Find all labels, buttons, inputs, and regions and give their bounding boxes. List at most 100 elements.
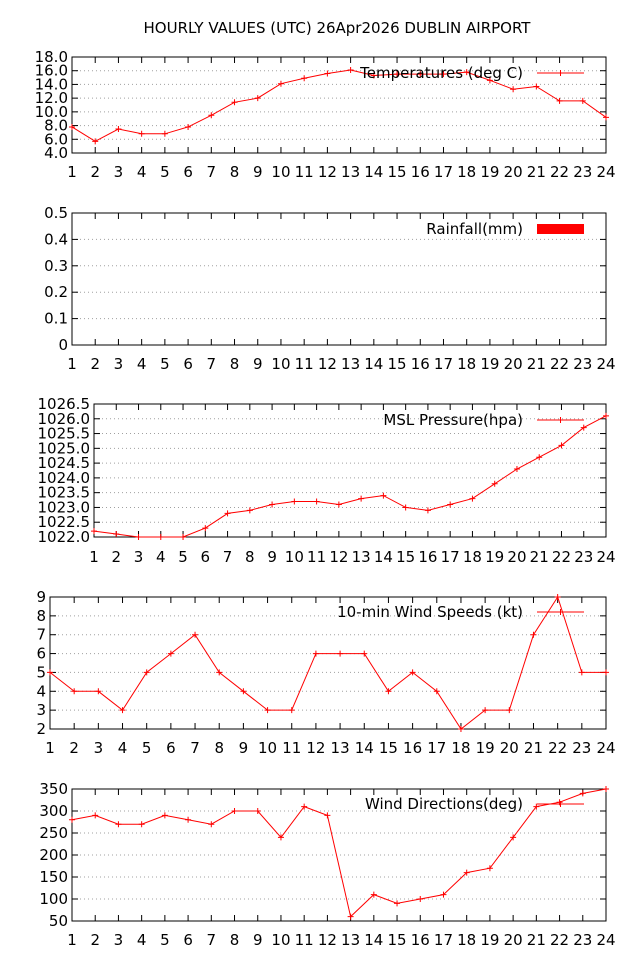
wind-speed-legend-label: 10-min Wind Speeds (kt) bbox=[337, 603, 523, 621]
wind-direction-x-tick-label: 10 bbox=[271, 931, 290, 949]
wind-direction-data-point bbox=[92, 812, 99, 819]
pressure-data-point bbox=[447, 501, 454, 508]
wind-direction-data-point bbox=[277, 834, 284, 841]
pressure-x-tick-label: 20 bbox=[507, 548, 526, 566]
temperature-series-line bbox=[71, 69, 607, 142]
wind-direction-x-tick-label: 3 bbox=[114, 931, 124, 949]
temperature-x-tick-label: 8 bbox=[230, 163, 240, 181]
pressure-chart: 1022.01022.51023.01023.51024.01024.51025… bbox=[38, 395, 616, 566]
wind-direction-x-tick-label: 23 bbox=[573, 931, 592, 949]
rainfall-x-tick-label: 8 bbox=[230, 355, 240, 373]
wind-direction-data-point bbox=[301, 803, 308, 810]
temperature-x-tick-label: 23 bbox=[573, 163, 592, 181]
wind-direction-x-tick-label: 4 bbox=[137, 931, 147, 949]
rainfall-x-tick-label: 23 bbox=[573, 355, 592, 373]
wind-speed-x-tick-label: 10 bbox=[258, 739, 277, 757]
pressure-x-tick-label: 22 bbox=[552, 548, 571, 566]
temperature-data-point bbox=[69, 123, 75, 130]
pressure-x-tick-label: 2 bbox=[111, 548, 121, 566]
rainfall-x-tick-label: 3 bbox=[114, 355, 124, 373]
temperature-data-point bbox=[394, 71, 401, 78]
wind-speed-data-point bbox=[457, 726, 464, 732]
temperature-data-point bbox=[92, 138, 99, 145]
pressure-x-tick-label: 3 bbox=[134, 548, 144, 566]
rainfall-x-tick-label: 12 bbox=[318, 355, 337, 373]
wind-speed-x-tick-label: 4 bbox=[118, 739, 128, 757]
wind-direction-x-tick-label: 6 bbox=[183, 931, 193, 949]
wind-direction-x-tick-label: 22 bbox=[550, 931, 569, 949]
wind-speed-data-point bbox=[47, 669, 53, 676]
temperature-y-tick-label: 6.0 bbox=[44, 130, 68, 148]
wind-direction-x-tick-label: 15 bbox=[387, 931, 406, 949]
temperature-x-tick-label: 7 bbox=[207, 163, 217, 181]
wind-direction-x-tick-label: 11 bbox=[295, 931, 314, 949]
pressure-x-tick-label: 24 bbox=[596, 548, 615, 566]
wind-speed-x-tick-label: 1 bbox=[45, 739, 55, 757]
wind-speed-data-point bbox=[337, 650, 344, 657]
wind-speed-x-tick-label: 24 bbox=[596, 739, 615, 757]
wind-direction-legend-marker bbox=[557, 801, 564, 807]
pressure-y-tick-label: 1025.0 bbox=[38, 439, 91, 457]
rainfall-plot-frame bbox=[71, 212, 607, 346]
temperature-data-point bbox=[486, 77, 493, 84]
temperature-x-tick-label: 21 bbox=[527, 163, 546, 181]
rainfall-y-tick-label: 0 bbox=[58, 336, 68, 354]
temperature-y-tick-label: 12.0 bbox=[35, 89, 68, 107]
temperature-data-point bbox=[185, 123, 192, 130]
wind-speed-x-tick-label: 22 bbox=[548, 739, 567, 757]
pressure-y-tick-label: 1024.5 bbox=[38, 454, 91, 472]
pressure-x-tick-label: 16 bbox=[418, 548, 437, 566]
rainfall-x-tick-label: 9 bbox=[253, 355, 263, 373]
pressure-data-point bbox=[269, 501, 276, 508]
wind-speed-x-tick-label: 11 bbox=[282, 739, 301, 757]
temperature-x-tick-label: 17 bbox=[434, 163, 453, 181]
pressure-data-point bbox=[536, 454, 543, 461]
wind-direction-data-point bbox=[486, 865, 493, 872]
pressure-x-tick-label: 14 bbox=[374, 548, 393, 566]
wind-speed-data-point bbox=[192, 631, 199, 638]
temperature-x-tick-label: 10 bbox=[271, 163, 290, 181]
temperature-x-tick-label: 18 bbox=[457, 163, 476, 181]
pressure-data-point bbox=[424, 507, 431, 514]
wind-speed-data-point bbox=[554, 594, 561, 600]
temperature-data-point bbox=[370, 72, 377, 79]
wind-speed-data-point bbox=[361, 650, 368, 657]
pressure-legend-marker bbox=[557, 417, 564, 423]
pressure-data-point bbox=[224, 510, 231, 517]
wind-speed-x-tick-label: 15 bbox=[379, 739, 398, 757]
pressure-x-tick-label: 4 bbox=[156, 548, 166, 566]
temperature-legend-label: Temperatures (deg C) bbox=[359, 64, 523, 82]
wind-speed-x-tick-label: 9 bbox=[239, 739, 249, 757]
wind-direction-data-point bbox=[231, 808, 238, 814]
wind-speed-y-tick-label: 5 bbox=[36, 663, 46, 681]
wind-speed-x-tick-label: 20 bbox=[500, 739, 519, 757]
wind-direction-x-tick-label: 17 bbox=[434, 931, 453, 949]
wind-direction-data-point bbox=[208, 821, 215, 828]
temperature-data-point bbox=[161, 130, 168, 137]
pressure-data-point bbox=[113, 531, 120, 538]
pressure-data-point bbox=[246, 507, 253, 514]
wind-direction-y-tick-label: 350 bbox=[39, 780, 68, 798]
wind-direction-x-tick-label: 16 bbox=[411, 931, 430, 949]
pressure-x-tick-label: 17 bbox=[441, 548, 460, 566]
pressure-x-tick-label: 10 bbox=[285, 548, 304, 566]
pressure-x-tick-label: 18 bbox=[463, 548, 482, 566]
temperature-y-tick-label: 4.0 bbox=[44, 144, 68, 162]
wind-speed-y-tick-label: 6 bbox=[36, 645, 46, 663]
pressure-y-tick-label: 1023.0 bbox=[38, 498, 91, 516]
temperature-data-point bbox=[440, 71, 447, 78]
temperature-data-point bbox=[417, 71, 424, 78]
rainfall-x-tick-label: 10 bbox=[271, 355, 290, 373]
temperature-data-point bbox=[347, 67, 354, 74]
wind-speed-x-tick-label: 19 bbox=[476, 739, 495, 757]
temperature-data-point bbox=[301, 75, 308, 82]
rainfall-x-tick-label: 4 bbox=[137, 355, 147, 373]
temperature-x-tick-label: 9 bbox=[253, 163, 263, 181]
temperature-x-tick-label: 16 bbox=[411, 163, 430, 181]
rainfall-y-tick-label: 0.5 bbox=[44, 204, 68, 222]
temperature-x-tick-label: 14 bbox=[364, 163, 383, 181]
wind-speed-x-tick-label: 2 bbox=[69, 739, 79, 757]
wind-direction-x-tick-label: 1 bbox=[67, 931, 77, 949]
wind-speed-y-tick-label: 4 bbox=[36, 682, 46, 700]
